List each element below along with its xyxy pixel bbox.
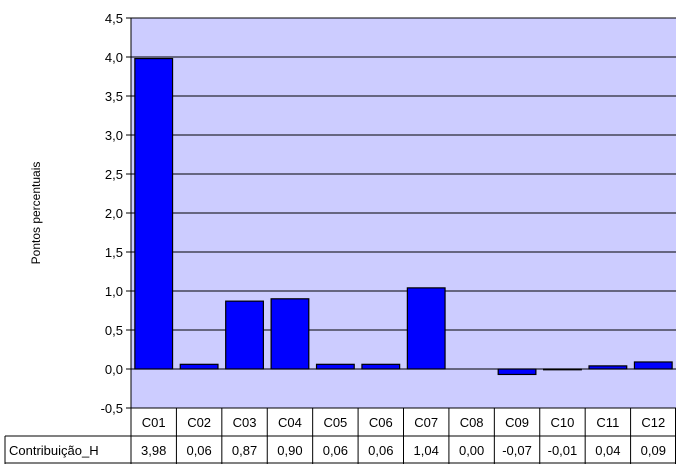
x-tick-label: C07 <box>414 415 438 430</box>
data-label: 0,04 <box>595 443 620 458</box>
y-tick-label: 1,5 <box>105 245 123 260</box>
x-tick-label: C09 <box>505 415 529 430</box>
y-tick-label: 4,0 <box>105 50 123 65</box>
data-label: 0,06 <box>186 443 211 458</box>
y-tick-label: 3,0 <box>105 128 123 143</box>
x-tick-label: C06 <box>369 415 393 430</box>
y-tick-label: 0,0 <box>105 362 123 377</box>
data-label: 0,00 <box>459 443 484 458</box>
y-tick-label: 2,0 <box>105 206 123 221</box>
y-tick-label: -0,5 <box>101 401 123 416</box>
gridlines <box>131 17 676 409</box>
y-tick-label: 1,0 <box>105 284 123 299</box>
data-label: 0,09 <box>641 443 666 458</box>
data-label: 0,87 <box>232 443 257 458</box>
data-label: 0,06 <box>323 443 348 458</box>
data-label: -0,01 <box>548 443 578 458</box>
data-label: 0,90 <box>277 443 302 458</box>
bar-c07 <box>406 287 446 370</box>
bar-c09 <box>497 368 537 376</box>
bar-c04 <box>270 298 310 370</box>
bar-c11 <box>588 365 628 370</box>
x-tick-label: C11 <box>596 415 619 430</box>
bar-c06 <box>361 363 401 370</box>
bar-c05 <box>315 363 355 370</box>
data-label: 3,98 <box>141 443 166 458</box>
y-axis-title: Pontos percentuais <box>29 162 43 265</box>
x-tick-label: C04 <box>278 415 302 430</box>
data-label: 1,04 <box>414 443 439 458</box>
x-tick-label: C12 <box>641 415 665 430</box>
x-tick-label: C03 <box>233 415 257 430</box>
bar-c02 <box>179 363 219 370</box>
data-table: Contribuição_H C01 3,98 C02 0,06 C03 0,87 C04 0,… <box>4 407 676 464</box>
x-tick-label: C05 <box>323 415 347 430</box>
bar-c12 <box>633 361 673 370</box>
bar-c10 <box>543 368 582 371</box>
bar-c01 <box>134 57 174 370</box>
y-tick-label: 0,5 <box>105 323 123 338</box>
y-tick-label: 4,5 <box>105 11 123 26</box>
bars <box>134 57 673 376</box>
x-tick-label: C10 <box>551 415 575 430</box>
x-tick-label: C08 <box>460 415 484 430</box>
x-tick-label: C02 <box>187 415 211 430</box>
x-tick-label: C01 <box>142 415 166 430</box>
series-name-cell: Contribuição_H <box>9 443 99 458</box>
bar-c03 <box>225 300 264 370</box>
y-axis: -0,5 0,0 0,5 1,0 1,5 2,0 2,5 3,0 3,5 4,0 4,5 <box>101 11 132 416</box>
data-label: 0,06 <box>368 443 393 458</box>
y-tick-label: 3,5 <box>105 89 123 104</box>
y-tick-label: 2,5 <box>105 167 123 182</box>
data-label: -0,07 <box>502 443 532 458</box>
